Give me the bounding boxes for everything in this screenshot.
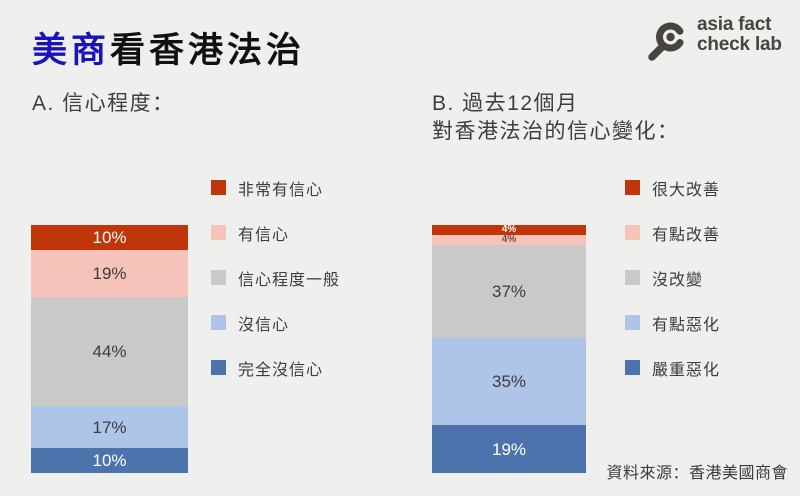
- legend-label: 很大改善: [652, 181, 721, 199]
- legend-swatch: [625, 180, 640, 195]
- chart-a-legend: 非常有信心 有信心 信心程度一般 沒信心 完全沒信心: [211, 165, 340, 390]
- legend-label: 嚴重惡化: [652, 361, 721, 379]
- segment-value-label: 37%: [491, 281, 527, 301]
- chart-b-stacked-bar: 4% 4% 37% 35% 19%: [432, 225, 586, 473]
- legend-swatch: [625, 270, 640, 285]
- legend-item: 沒信心: [211, 300, 340, 345]
- page-title-highlight: 美商: [32, 31, 111, 70]
- legend-label: 有信心: [238, 226, 290, 244]
- legend-label: 有點惡化: [652, 316, 721, 334]
- chart-b-heading-line2: 對香港法治的信心變化：: [432, 120, 680, 143]
- source-note: 資料來源：香港美國商會: [606, 465, 788, 482]
- legend-label: 信心程度一般: [238, 271, 341, 289]
- segment-value-label: 19%: [491, 439, 527, 459]
- chart-b-legend: 很大改善 有點改善 沒改變 有點惡化 嚴重惡化: [625, 165, 720, 390]
- page-title: 美商看香港法治: [32, 22, 305, 73]
- legend-item: 信心程度一般: [211, 255, 340, 300]
- legend-swatch: [211, 270, 226, 285]
- legend-item: 有點改善: [625, 210, 720, 255]
- chart-b-heading: B. 過去12個月 對香港法治的信心變化：: [432, 90, 680, 146]
- chart-a-heading-line1: A. 信心程度：: [32, 92, 175, 115]
- legend-swatch: [211, 360, 226, 375]
- legend-label: 有點改善: [652, 226, 721, 244]
- legend-item: 非常有信心: [211, 165, 340, 210]
- bar-segment: 4%: [432, 224, 586, 236]
- segment-value-label: 19%: [92, 263, 127, 283]
- legend-item: 有點惡化: [625, 300, 720, 345]
- legend-label: 沒改變: [652, 271, 704, 289]
- segment-value-label: 44%: [92, 341, 127, 361]
- bar-segment: 44%: [31, 296, 188, 407]
- legend-label: 沒信心: [238, 316, 290, 334]
- legend-item: 有信心: [211, 210, 340, 255]
- legend-swatch: [625, 360, 640, 375]
- segment-value-label: 4%: [501, 224, 517, 235]
- segment-value-label: 17%: [92, 417, 127, 437]
- logo-line-2: check lab: [697, 34, 782, 55]
- bar-segment: 10%: [31, 448, 188, 473]
- bar-segment: 19%: [31, 249, 188, 297]
- chart-a-heading: A. 信心程度：: [32, 90, 175, 118]
- chart-b-heading-line1: B. 過去12個月: [432, 92, 579, 115]
- bar-segment: 17%: [31, 406, 188, 449]
- segment-value-label: 4%: [501, 234, 517, 246]
- logo: asia fact check lab: [644, 15, 782, 65]
- logo-line-1: asia fact: [697, 14, 772, 35]
- page-title-rest: 看香港法治: [110, 31, 306, 70]
- legend-swatch: [211, 315, 226, 330]
- legend-swatch: [625, 315, 640, 330]
- legend-swatch: [625, 225, 640, 240]
- magnifier-icon: [648, 22, 685, 61]
- chart-a-stacked-bar: 10% 19% 44% 17% 10%: [31, 225, 188, 473]
- legend-item: 完全沒信心: [211, 345, 340, 390]
- bar-segment: 35%: [432, 337, 586, 426]
- legend-item: 嚴重惡化: [625, 345, 720, 390]
- bar-segment: 19%: [432, 425, 586, 473]
- legend-swatch: [211, 180, 226, 195]
- bar-segment: 37%: [432, 245, 586, 338]
- legend-label: 非常有信心: [238, 181, 324, 199]
- segment-value-label: 35%: [491, 372, 527, 392]
- segment-value-label: 10%: [92, 451, 127, 471]
- legend-item: 很大改善: [625, 165, 720, 210]
- legend-swatch: [211, 225, 226, 240]
- legend-label: 完全沒信心: [238, 361, 324, 379]
- bar-segment: 10%: [31, 225, 188, 250]
- segment-value-label: 10%: [92, 227, 127, 247]
- bar-segment: 4%: [432, 234, 586, 246]
- legend-item: 沒改變: [625, 255, 720, 300]
- logo-wordmark: asia fact check lab: [697, 15, 782, 55]
